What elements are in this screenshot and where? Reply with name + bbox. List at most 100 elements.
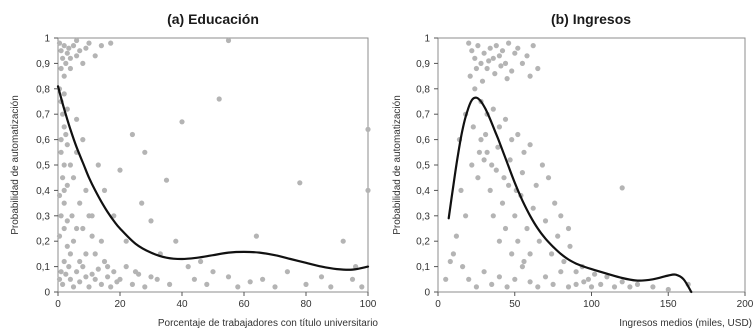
data-point [493,43,499,49]
data-point [56,40,63,46]
data-point [443,276,449,282]
y-tick-label: 0,1 [416,262,430,273]
data-point [496,274,502,280]
data-point [481,269,487,275]
data-point [105,274,111,280]
data-point [61,162,67,168]
data-point [472,86,478,92]
data-point [123,264,129,270]
data-point [558,213,564,219]
data-point [512,50,518,56]
data-point [179,119,185,125]
data-point [573,281,579,287]
data-point [61,43,67,49]
data-point [80,137,86,143]
data-point [506,182,512,188]
y-tick-label: 0,8 [36,84,50,95]
data-point [545,175,552,181]
data-point [297,180,303,186]
data-point [163,177,170,183]
data-point [469,162,475,168]
data-point [515,131,521,138]
data-point [95,162,101,168]
data-point [535,284,541,290]
data-point [77,200,83,206]
data-point [58,213,64,219]
data-point [498,63,504,69]
data-point [89,213,95,219]
data-point [60,175,66,181]
data-point [476,149,482,155]
data-point [565,225,572,232]
data-point [512,276,518,282]
y-tick-label: 0,9 [36,59,50,70]
data-point [139,200,145,206]
data-point [61,200,67,206]
y-axis-label: Probabilidad de automatización [10,95,21,235]
data-point [487,187,493,193]
data-point [524,225,530,232]
data-point [479,78,486,84]
data-point [74,53,80,59]
data-point [67,276,73,282]
data-point [527,73,533,79]
data-point [92,276,98,282]
y-tick-label: 0,6 [416,135,430,146]
data-point [123,238,129,244]
data-point [581,279,587,285]
data-point [117,167,123,173]
x-tick-label: 60 [238,299,250,310]
data-point [67,251,73,257]
data-point [550,281,556,287]
data-point [349,276,356,282]
data-point [542,274,549,280]
data-point [89,233,95,239]
chart-panel-1: (a) Educación 0 0,1 0,2 0,3 0,4 0,5 0,6 0,7 0,8 0,… [10,11,378,329]
y-axis-label: Probabilidad de automatización [392,95,403,235]
data-point [493,167,499,173]
data-point [98,281,104,287]
data-point [521,149,527,155]
data-point [588,284,595,290]
y-tick-label: 0,4 [416,186,430,197]
data-point [473,65,479,72]
chart-title: (b) Ingresos [551,11,631,27]
data-point [86,40,92,46]
trend-curve [56,85,370,271]
data-point [533,182,539,188]
data-point [225,37,232,44]
data-point [61,187,67,193]
y-tick-label: 0,2 [36,237,50,248]
chart-panel-2: (b) Ingresos 0 0,1 0,2 0,3 0,4 0,5 0,6 0,7 0,8 0,9… [392,11,754,329]
data-point [63,60,69,66]
data-point [527,251,533,257]
data-point [328,284,334,290]
y-tick-label: 0,4 [36,186,50,197]
data-point [225,274,232,280]
y-tick-label: 0,6 [36,135,50,146]
data-point [549,251,555,257]
data-point [447,258,453,265]
plot-area [57,37,369,293]
data-point [74,225,80,232]
data-point [64,50,70,56]
data-point [303,281,309,287]
data-point [86,284,92,290]
data-point [484,149,490,155]
data-point [83,45,89,51]
data-point [56,233,63,239]
data-point [105,264,111,270]
data-point [198,258,204,265]
data-point [95,266,101,272]
data-point [501,175,507,181]
data-point [475,175,481,181]
data-point [129,131,135,138]
data-point [61,73,67,79]
data-point [74,116,80,122]
data-point [70,238,77,244]
data-point [466,276,472,282]
data-point [536,238,542,244]
data-point [92,251,98,257]
data-point [481,157,487,163]
y-tick-label: 0,5 [416,161,430,172]
